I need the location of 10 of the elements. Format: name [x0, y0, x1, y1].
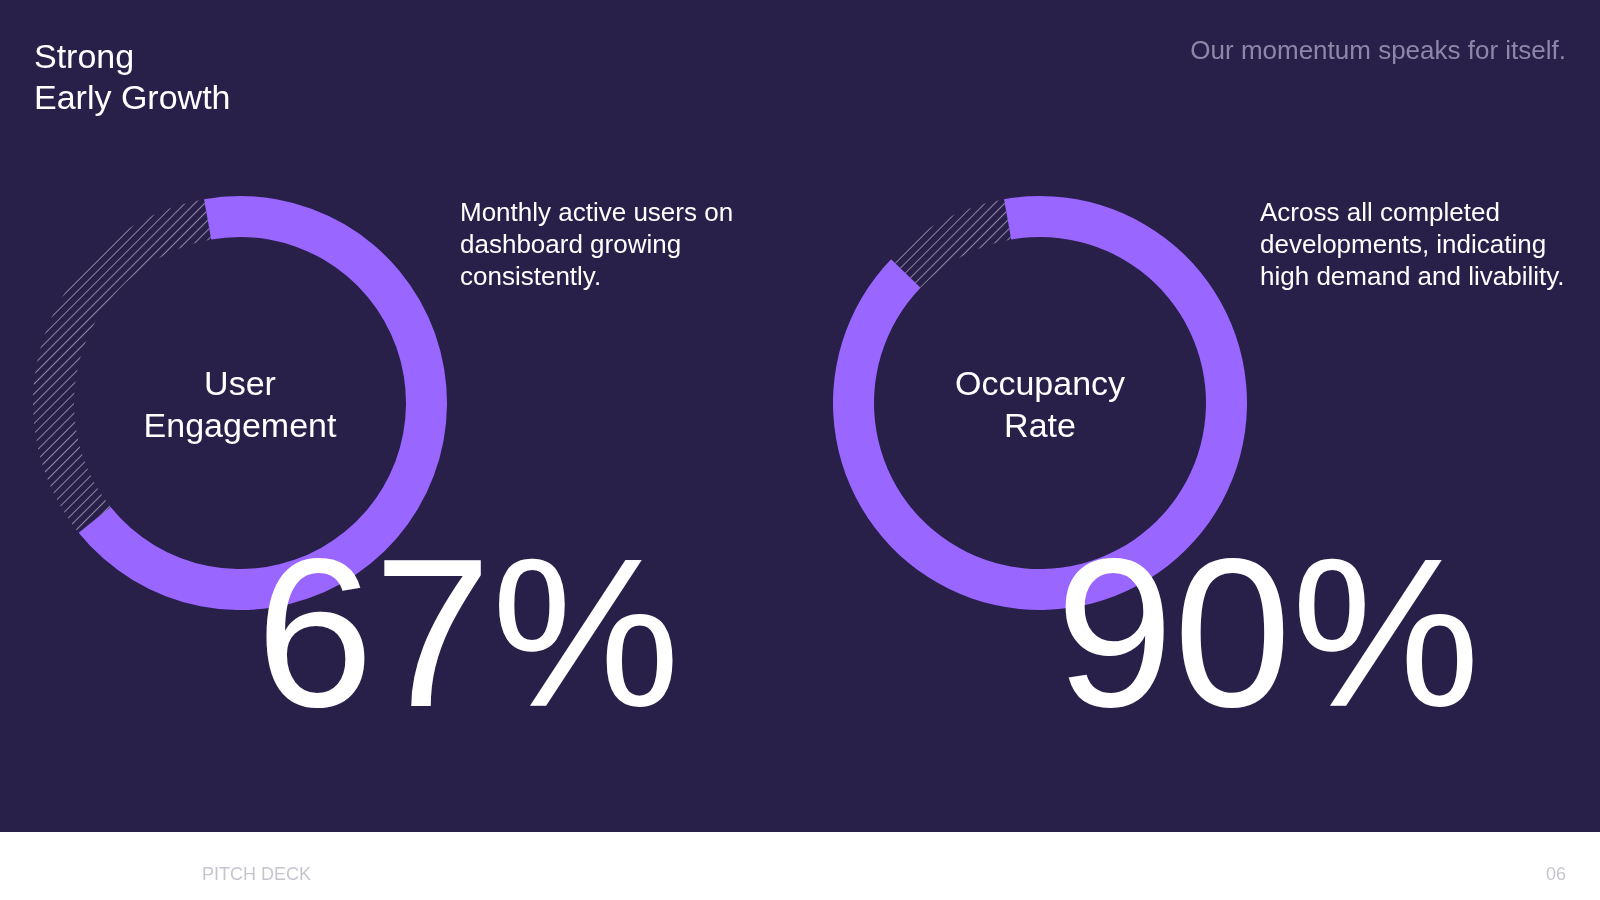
text: 06 — [1545, 863, 1566, 885]
text: User Engagement — [142, 363, 338, 446]
data-label: 90% — [1055, 513, 1480, 751]
text: Occupancy Rate — [953, 363, 1127, 446]
text: Across all completed developments, indicating high demand and livability. — [1260, 196, 1566, 292]
text: PITCH DECK — [202, 863, 312, 885]
text: Our momentum speaks for itself. — [1190, 34, 1566, 66]
text: Strong Early Growth — [34, 36, 231, 118]
text: Monthly active users on dashboard growing consistently. — [460, 196, 735, 292]
data-label: 67% — [255, 513, 680, 751]
